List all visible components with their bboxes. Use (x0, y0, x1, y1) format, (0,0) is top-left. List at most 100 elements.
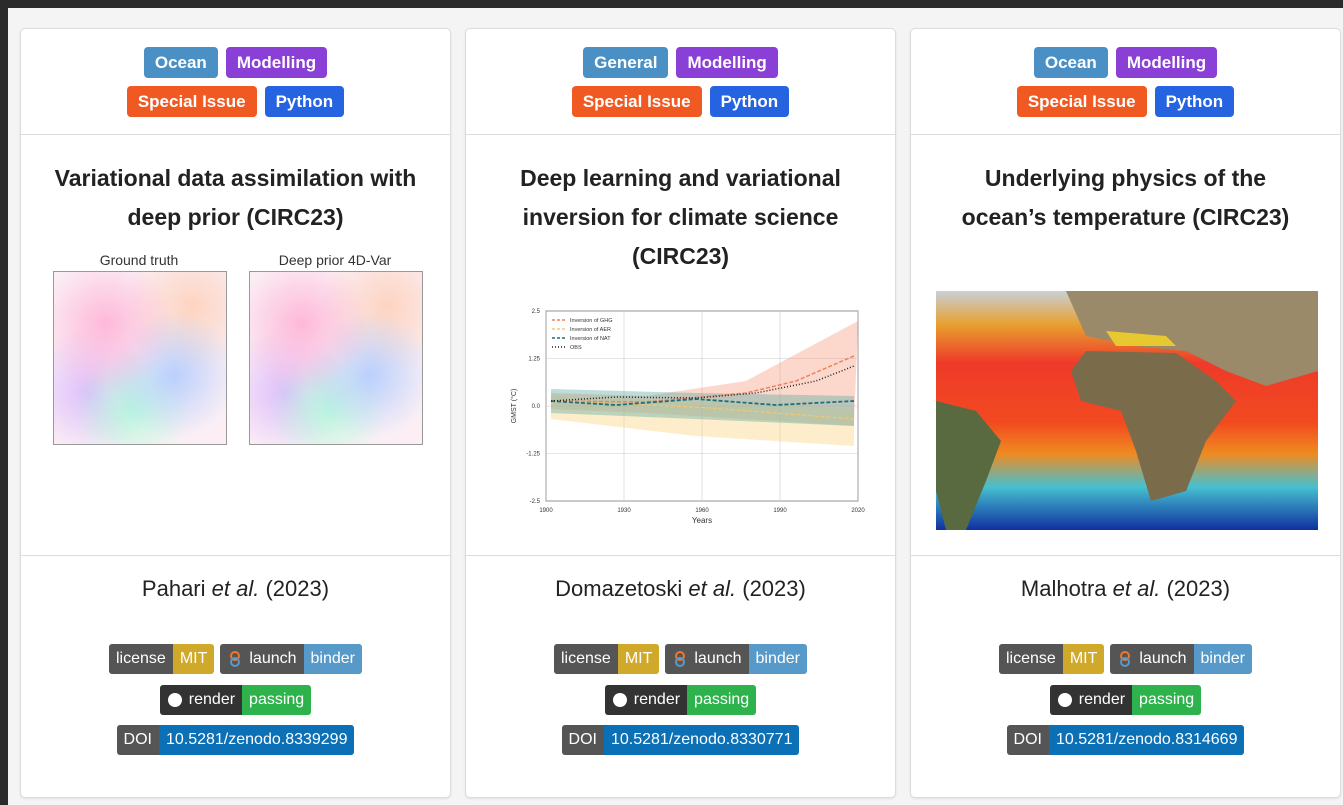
tag[interactable]: Ocean (1034, 47, 1108, 78)
panel-label: Ground truth (53, 252, 225, 268)
tag[interactable]: Modelling (1116, 47, 1217, 78)
badge-value: binder (1194, 644, 1252, 674)
tag[interactable]: Python (265, 86, 345, 117)
author-line: Malhotra et al. (2023) (911, 576, 1340, 602)
y-tick-label: 0.0 (532, 404, 541, 410)
badge-value: binder (304, 644, 362, 674)
card-header: Ocean Modelling Special Issue Python (911, 29, 1340, 135)
x-tick-label: 1900 (539, 508, 553, 514)
badge-text: render (634, 685, 680, 715)
card[interactable]: General Modelling Special Issue Python Deep … (465, 28, 896, 798)
badge-label: DOI (562, 725, 604, 755)
x-tick-label: 1930 (617, 508, 631, 514)
tag[interactable]: Special Issue (127, 86, 257, 117)
github-icon (613, 693, 627, 707)
badge-text: DOI (124, 725, 152, 755)
badge-value: MIT (1063, 644, 1105, 674)
badge-icon (167, 692, 183, 708)
badge-text: launch (249, 644, 296, 674)
figure-map (936, 291, 1318, 530)
badge-text: license (1006, 644, 1056, 674)
card-header: Ocean Modelling Special Issue Python (21, 29, 450, 135)
tag[interactable]: Special Issue (572, 86, 702, 117)
badge-label: render (160, 685, 242, 715)
panel-image (249, 271, 423, 445)
legend-label: OBS (570, 345, 582, 351)
tag[interactable]: Ocean (144, 47, 218, 78)
y-tick-label: -1.25 (526, 452, 540, 458)
panel-label: Deep prior 4D-Var (249, 252, 421, 268)
tag[interactable]: Modelling (676, 47, 777, 78)
card-title: Variational data assimilation with deep … (51, 159, 420, 237)
badge-icon (1117, 651, 1133, 667)
badge-value: passing (242, 685, 311, 715)
tag[interactable]: Python (710, 86, 790, 117)
legend-label: Inversion of GHG (570, 318, 613, 324)
badge-label: launch (1110, 644, 1193, 674)
badge-text: license (116, 644, 166, 674)
tag[interactable]: Special Issue (1017, 86, 1147, 117)
badge[interactable]: launch binder (1110, 644, 1252, 674)
card[interactable]: Ocean Modelling Special Issue Python Variati… (20, 28, 451, 798)
github-icon (1058, 693, 1072, 707)
badge-text: launch (1139, 644, 1186, 674)
badge[interactable]: launch binder (220, 644, 362, 674)
badge-value: passing (1132, 685, 1201, 715)
badge-label: render (1050, 685, 1132, 715)
tag[interactable]: Python (1155, 86, 1235, 117)
gallery: Ocean Modelling Special Issue Python Variati… (8, 8, 1343, 805)
badge-text: launch (694, 644, 741, 674)
github-icon (168, 693, 182, 707)
figure-plot: 2.51.250.0-1.25-2.519001930196019902020Y… (496, 301, 876, 531)
x-tick-label: 1960 (695, 508, 709, 514)
y-tick-label: 2.5 (532, 309, 541, 315)
card-title: Deep learning and variational inversion … (496, 159, 865, 276)
badge-label: DOI (117, 725, 159, 755)
year: (2023) (265, 576, 329, 601)
card[interactable]: Ocean Modelling Special Issue Python Underly… (910, 28, 1341, 798)
badge-value: MIT (618, 644, 660, 674)
tag[interactable]: Modelling (226, 47, 327, 78)
tag[interactable]: General (583, 47, 668, 78)
badge-label: license (554, 644, 618, 674)
author-name: Pahari (142, 576, 206, 601)
badge-value: MIT (173, 644, 215, 674)
year: (2023) (1166, 576, 1230, 601)
badge-value: 10.5281/zenodo.8330771 (604, 725, 800, 755)
tag-row: Ocean Modelling (911, 47, 1340, 78)
badge-icon (227, 651, 243, 667)
author-name: Malhotra (1021, 576, 1107, 601)
et-al: et al. (688, 576, 736, 601)
badge-label: launch (665, 644, 748, 674)
card-title: Underlying physics of the ocean’s temper… (941, 159, 1310, 237)
tag-row: Special Issue Python (911, 86, 1340, 117)
x-tick-label: 2020 (851, 508, 865, 514)
badge-label: render (605, 685, 687, 715)
x-tick-label: 1990 (773, 508, 787, 514)
tag-row: General Modelling (466, 47, 895, 78)
badge-label: DOI (1007, 725, 1049, 755)
x-axis-label: Years (692, 516, 712, 525)
year: (2023) (742, 576, 806, 601)
badge-text: DOI (1014, 725, 1042, 755)
badge-text: DOI (569, 725, 597, 755)
badge-value: 10.5281/zenodo.8339299 (159, 725, 355, 755)
land-decoration (936, 401, 1001, 530)
